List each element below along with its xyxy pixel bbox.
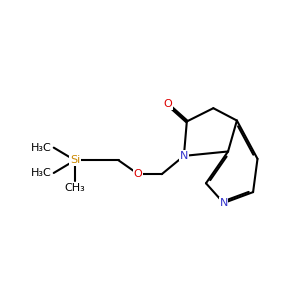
Text: O: O	[163, 99, 172, 110]
Text: CH₃: CH₃	[65, 183, 85, 193]
Text: N: N	[180, 151, 188, 161]
Text: N: N	[219, 198, 228, 208]
Text: Si: Si	[70, 155, 80, 165]
Text: H₃C: H₃C	[31, 168, 52, 178]
Text: O: O	[134, 169, 143, 179]
Text: H₃C: H₃C	[31, 142, 52, 153]
